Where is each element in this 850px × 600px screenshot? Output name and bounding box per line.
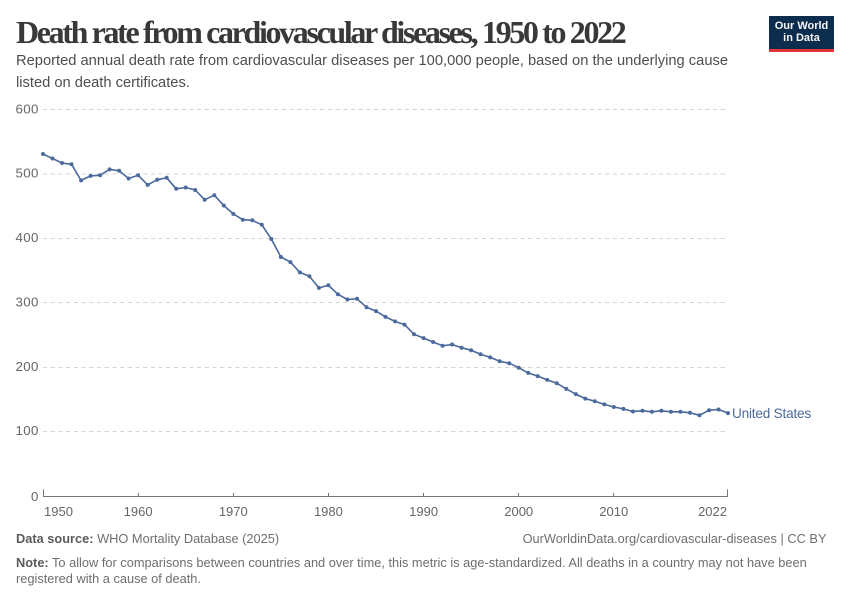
svg-text:1950: 1950 (44, 504, 73, 519)
svg-text:200: 200 (16, 359, 39, 374)
svg-text:300: 300 (16, 294, 39, 309)
svg-text:2022: 2022 (698, 504, 727, 519)
svg-text:1980: 1980 (314, 504, 343, 519)
svg-text:600: 600 (16, 101, 39, 116)
svg-text:100: 100 (16, 423, 39, 438)
svg-text:2000: 2000 (504, 504, 533, 519)
svg-text:1960: 1960 (124, 504, 153, 519)
svg-text:2010: 2010 (599, 504, 628, 519)
svg-text:United States: United States (732, 406, 811, 421)
svg-text:1990: 1990 (409, 504, 438, 519)
svg-text:0: 0 (31, 489, 39, 504)
svg-text:1970: 1970 (219, 504, 248, 519)
svg-text:500: 500 (16, 166, 39, 181)
svg-text:400: 400 (16, 230, 39, 245)
